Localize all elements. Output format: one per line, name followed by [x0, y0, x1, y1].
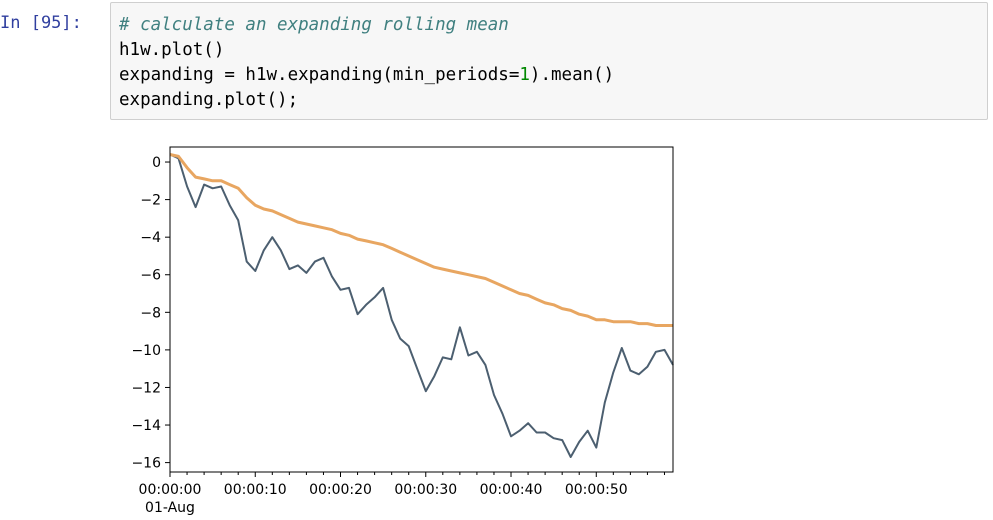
x-tick-label: 00:00:40: [480, 482, 543, 498]
y-tick-label: −8: [140, 305, 161, 321]
code-line-expanding-plot: expanding.plot();: [119, 90, 299, 110]
code-number-literal: 1: [519, 65, 530, 85]
x-tick-label: 00:00:20: [309, 482, 372, 498]
y-tick-label: 0: [152, 155, 161, 171]
x-tick-label: 00:00:30: [394, 482, 457, 498]
y-tick-label: −4: [140, 230, 161, 246]
y-tick-label: −6: [140, 268, 161, 284]
code-cell-input[interactable]: # calculate an expanding rolling mean h1…: [110, 2, 988, 120]
x-tick-sublabel: 01-Aug: [145, 500, 195, 516]
x-tick-label: 00:00:00: [139, 482, 202, 498]
cell-prompt: In [95]:: [0, 13, 82, 33]
x-tick-label: 00:00:50: [565, 482, 628, 498]
series-line-1: [169, 153, 674, 458]
y-tick-label: −16: [131, 456, 161, 472]
y-tick-label: −10: [131, 343, 161, 359]
y-tick-label: −2: [140, 193, 161, 209]
x-tick-label: 00:00:10: [224, 482, 287, 498]
y-tick-label: −14: [131, 418, 161, 434]
code-line-expanding: expanding = h1w.expanding(min_periods=1)…: [119, 65, 615, 85]
code-line-comment: # calculate an expanding rolling mean: [119, 15, 509, 35]
plot-frame: [169, 146, 674, 473]
code-line-plot: h1w.plot(): [119, 40, 225, 60]
y-tick-label: −12: [131, 380, 161, 396]
series-line-2: [169, 153, 673, 327]
